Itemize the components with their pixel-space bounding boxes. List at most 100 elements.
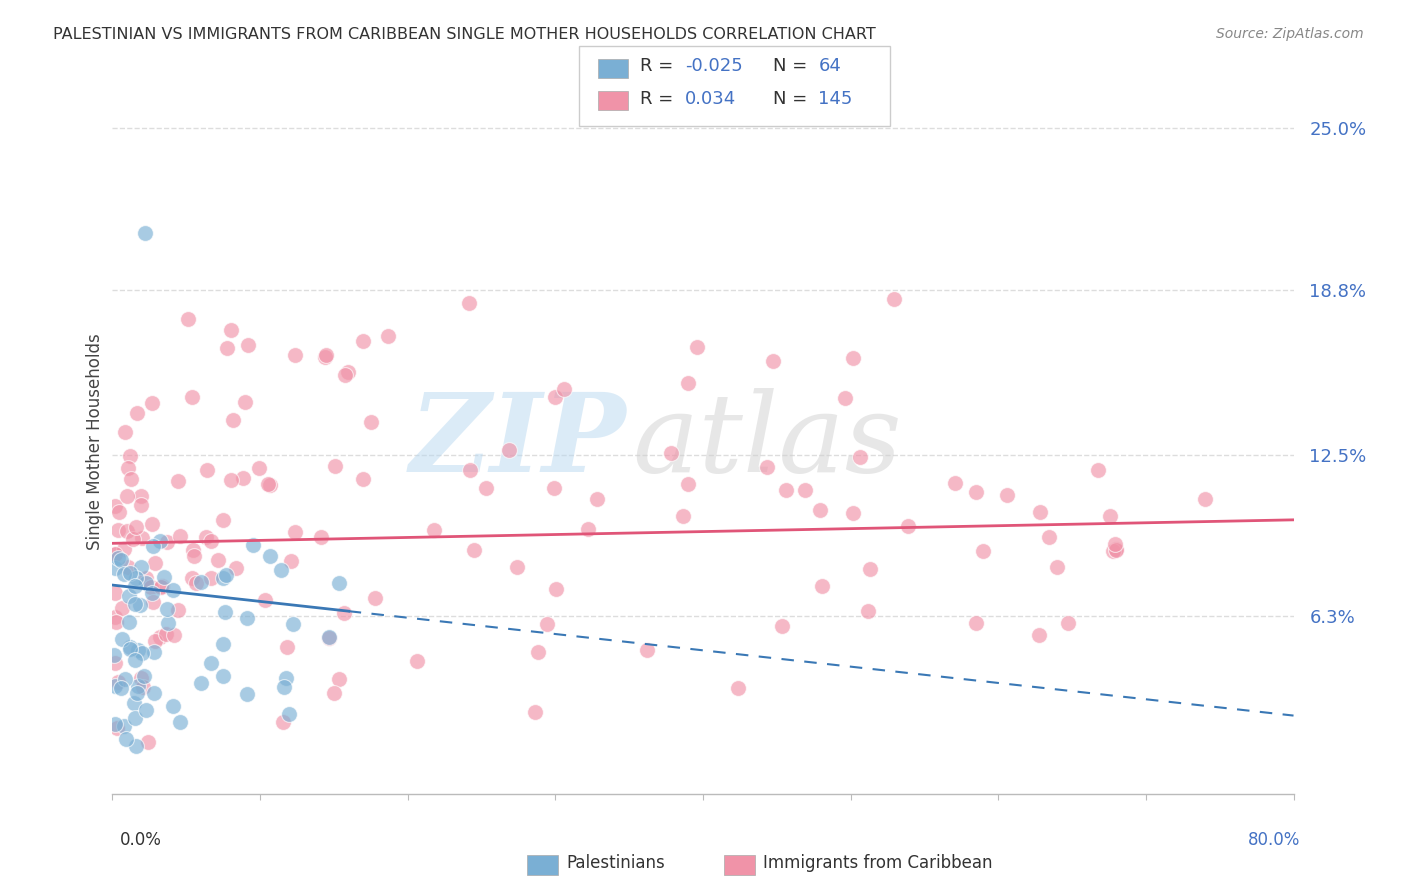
Point — [1028, 628, 1050, 642]
Point — [576, 522, 599, 536]
Point — [523, 705, 546, 719]
Point — [200, 571, 222, 585]
Point — [131, 646, 153, 660]
Point — [997, 487, 1019, 501]
Point — [150, 579, 173, 593]
Point — [120, 472, 142, 486]
Point — [277, 707, 299, 722]
Point — [104, 561, 127, 575]
Point — [115, 524, 138, 538]
Point — [127, 679, 149, 693]
Text: N =: N = — [773, 57, 813, 75]
Point — [222, 412, 245, 426]
Text: 0.034: 0.034 — [685, 90, 735, 108]
Point — [156, 534, 179, 549]
Point — [236, 611, 259, 625]
Point — [405, 654, 427, 668]
Point — [775, 483, 797, 498]
Point — [104, 609, 127, 624]
Point — [111, 601, 134, 615]
Point — [107, 524, 129, 538]
Point — [135, 703, 157, 717]
Point — [104, 679, 127, 693]
Point — [1105, 543, 1128, 558]
Point — [149, 533, 172, 548]
Point — [834, 391, 856, 405]
Point — [259, 478, 281, 492]
Point — [112, 542, 135, 557]
Point — [141, 580, 163, 594]
Point — [762, 353, 785, 368]
Point — [328, 672, 350, 686]
Point — [849, 450, 872, 465]
Point — [150, 580, 173, 594]
Text: Source: ZipAtlas.com: Source: ZipAtlas.com — [1216, 27, 1364, 41]
Point — [536, 617, 558, 632]
Point — [1098, 508, 1121, 523]
Point — [118, 642, 141, 657]
Point — [225, 560, 247, 574]
Point — [328, 575, 350, 590]
Text: Palestinians: Palestinians — [567, 855, 665, 872]
Point — [118, 589, 141, 603]
Point — [283, 616, 305, 631]
Point — [143, 686, 166, 700]
Point — [162, 699, 184, 714]
Point — [108, 505, 131, 519]
Text: ZIP: ZIP — [409, 388, 626, 495]
Point — [352, 334, 374, 349]
Point — [155, 627, 177, 641]
Point — [280, 554, 302, 568]
Point — [132, 668, 155, 682]
Point — [143, 645, 166, 659]
Text: Immigrants from Caribbean: Immigrants from Caribbean — [763, 855, 993, 872]
Point — [169, 528, 191, 542]
Point — [544, 390, 567, 404]
Text: -0.025: -0.025 — [685, 57, 742, 75]
Point — [169, 715, 191, 730]
Point — [162, 583, 184, 598]
Point — [142, 540, 165, 554]
Point — [506, 560, 529, 574]
Point — [104, 656, 127, 670]
Text: atlas: atlas — [633, 388, 901, 495]
Point — [105, 721, 128, 735]
Point — [756, 459, 779, 474]
Point — [284, 348, 307, 362]
Point — [104, 586, 127, 600]
Point — [727, 681, 749, 695]
Point — [247, 461, 270, 475]
Text: 64: 64 — [818, 57, 841, 75]
Point — [149, 630, 172, 644]
Point — [323, 686, 346, 700]
Point — [636, 643, 658, 657]
Point — [972, 544, 994, 558]
Point — [943, 476, 966, 491]
Point — [141, 586, 163, 600]
Point — [127, 643, 149, 657]
Point — [103, 648, 125, 663]
Point — [181, 543, 204, 558]
Point — [157, 616, 180, 631]
Point — [142, 595, 165, 609]
Point — [122, 532, 145, 546]
Point — [200, 534, 222, 549]
Point — [794, 483, 817, 497]
Point — [553, 382, 575, 396]
Point — [1087, 463, 1109, 477]
Point — [271, 714, 294, 729]
Point — [107, 674, 129, 689]
Point — [315, 348, 337, 362]
Point — [112, 719, 135, 733]
Point — [120, 640, 142, 654]
Point — [475, 481, 498, 495]
Point — [333, 368, 356, 382]
Point — [270, 563, 292, 577]
Point — [1038, 530, 1060, 544]
Point — [336, 365, 359, 379]
Point — [883, 292, 905, 306]
Point — [167, 474, 190, 488]
Text: R =: R = — [640, 57, 679, 75]
Point — [458, 463, 481, 477]
Point — [190, 675, 212, 690]
